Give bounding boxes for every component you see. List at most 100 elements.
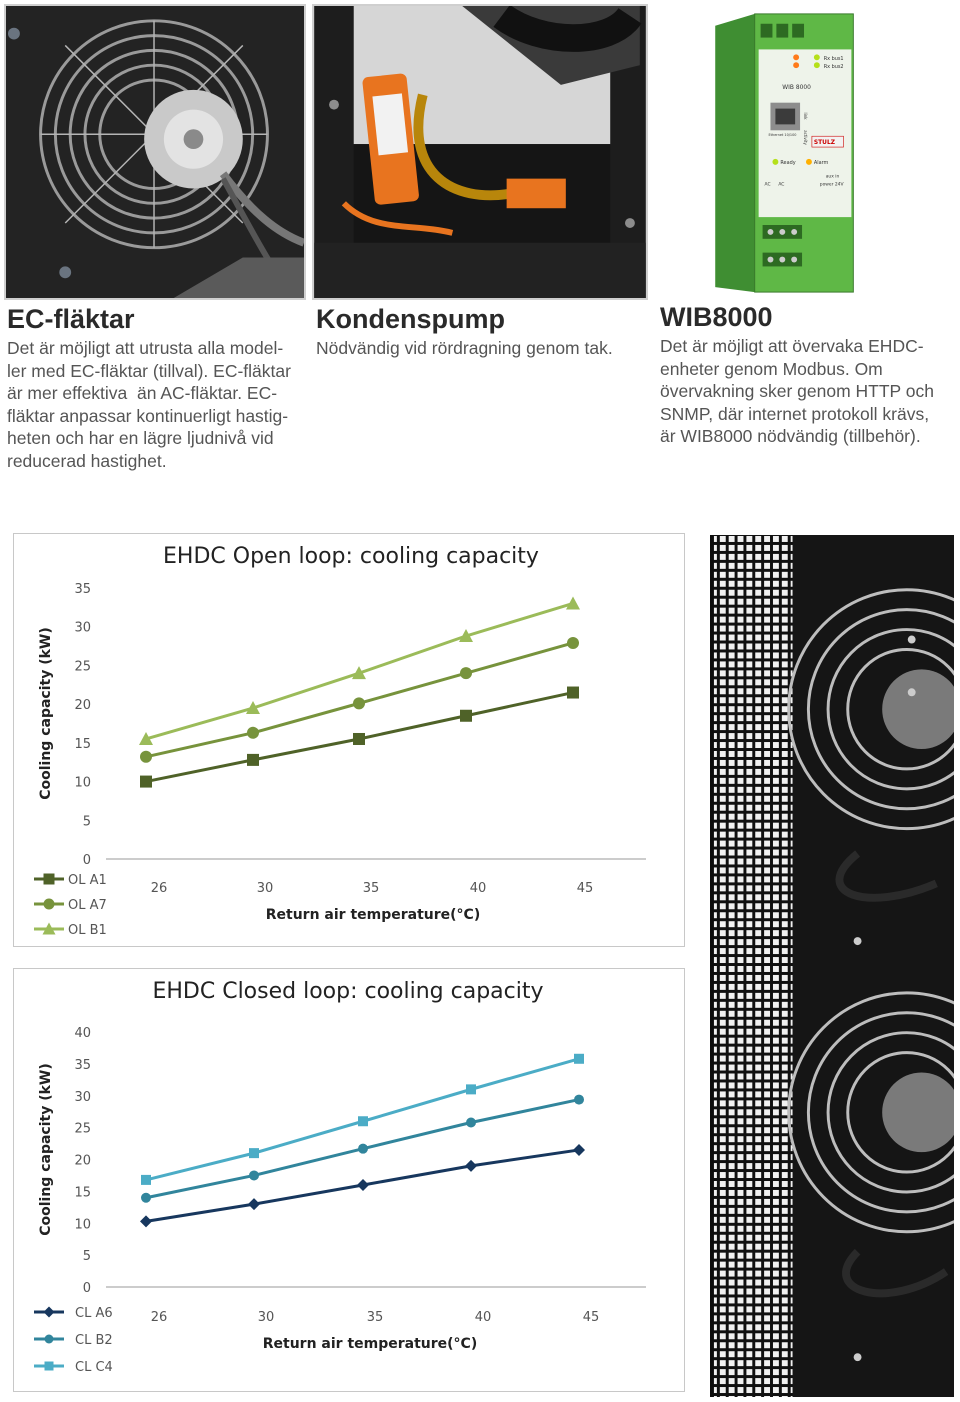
data-point bbox=[567, 636, 579, 649]
y-tick-label: 25 bbox=[74, 659, 91, 674]
data-point bbox=[247, 753, 259, 766]
wib-title: WIB8000 bbox=[660, 302, 773, 332]
legend-label: CL C4 bbox=[75, 1360, 113, 1375]
legend-label: OL A1 bbox=[68, 873, 107, 888]
ec-fan-image bbox=[6, 6, 304, 298]
data-point bbox=[140, 775, 152, 788]
device-model-label: WIB 8000 bbox=[782, 85, 811, 91]
data-point bbox=[566, 596, 580, 610]
wib-line-3: övervakning sker genom HTTP och bbox=[660, 381, 934, 401]
fan-grille-image bbox=[710, 535, 954, 1397]
data-point bbox=[140, 750, 152, 763]
data-point bbox=[466, 1084, 476, 1095]
x-tick-label: 40 bbox=[470, 881, 487, 896]
ec-line-5: heten och har en lägre ljudnivå vid bbox=[7, 428, 274, 448]
x-tick-label: 35 bbox=[367, 1310, 384, 1325]
ec-fans-section: EC-fläktar Det är möjligt att utrusta al… bbox=[7, 303, 307, 472]
x-tick-label: 30 bbox=[258, 1310, 275, 1325]
data-point bbox=[357, 1179, 369, 1191]
chart-title: EHDC Closed loop: cooling capacity bbox=[152, 979, 543, 1004]
pump-line-1: Nödvändig vid rördragning genom tak. bbox=[316, 338, 613, 358]
chart-title: EHDC Open loop: cooling capacity bbox=[163, 544, 539, 569]
wib-line-2: enheter genom Modbus. Om bbox=[660, 358, 883, 379]
ec-fans-text: Det är möjligt att utrusta alla model- l… bbox=[7, 337, 307, 472]
data-point bbox=[358, 1143, 368, 1154]
pump-section: Kondenspump Nödvändig vid rördragning ge… bbox=[316, 303, 656, 360]
fan-grille-photo bbox=[708, 533, 956, 1399]
data-point bbox=[353, 697, 365, 710]
y-tick-label: 35 bbox=[74, 582, 91, 597]
x-tick-label: 40 bbox=[475, 1310, 492, 1325]
link-label: link bbox=[803, 113, 808, 121]
wib-line-5: är WIB8000 nödvändig (tillbehör). bbox=[660, 426, 921, 446]
ec-line-6: reducerad hastighet. bbox=[7, 450, 167, 471]
data-point bbox=[465, 1159, 477, 1172]
legend-label: CL B2 bbox=[75, 1333, 113, 1348]
ec-fan-photo bbox=[4, 4, 306, 300]
x-tick-label: 26 bbox=[151, 881, 168, 896]
data-point bbox=[573, 1143, 585, 1156]
y-tick-label: 15 bbox=[74, 737, 91, 752]
legend-marker bbox=[43, 873, 55, 885]
data-point bbox=[574, 1053, 584, 1064]
x-tick-label: 45 bbox=[583, 1310, 600, 1325]
x-tick-label: 30 bbox=[257, 881, 274, 896]
rx-bus1-label: Rx bus1 bbox=[824, 56, 844, 62]
wib8000-device-image: Rx bus1 Rx bus2 WIB 8000 link activity E… bbox=[656, 6, 954, 298]
data-point bbox=[140, 1215, 152, 1228]
legend-marker bbox=[42, 922, 56, 935]
wib-text: Det är möjligt att övervaka EHDC- enhete… bbox=[660, 335, 956, 448]
data-point bbox=[353, 732, 365, 745]
condensate-pump-photo bbox=[312, 4, 648, 300]
y-tick-label: 20 bbox=[74, 698, 91, 713]
open-loop-chart: EHDC Open loop: cooling capacity 0 5 10 15 20… bbox=[13, 533, 685, 947]
y-tick-label: 30 bbox=[74, 1090, 91, 1105]
wib8000-photo: Rx bus1 Rx bus2 WIB 8000 link activity E… bbox=[654, 4, 956, 300]
data-point bbox=[466, 1117, 476, 1128]
ethernet-label: Ethernet 10/100 bbox=[769, 133, 797, 137]
data-point bbox=[574, 1094, 584, 1105]
y-axis-label: Cooling capacity (kW) bbox=[38, 1063, 54, 1236]
legend-marker bbox=[44, 1334, 54, 1344]
y-tick-label: 35 bbox=[74, 1058, 91, 1073]
x-tick-label: 35 bbox=[363, 881, 380, 896]
x-axis-label: Return air temperature(°C) bbox=[263, 1336, 477, 1352]
data-point bbox=[247, 726, 259, 739]
y-tick-label: 5 bbox=[83, 1249, 91, 1264]
pump-image bbox=[314, 6, 646, 298]
y-axis-label: Cooling capacity (kW) bbox=[38, 627, 54, 800]
pump-title: Kondenspump bbox=[316, 304, 505, 334]
open-loop-chart-svg: EHDC Open loop: cooling capacity 0 5 10 15 20… bbox=[34, 544, 646, 938]
data-point bbox=[460, 667, 472, 680]
ec-line-4: fläktar anpassar kontinuerligt hastig- bbox=[7, 405, 289, 426]
closed-loop-chart: EHDC Closed loop: cooling capacity 0 5 10 15… bbox=[13, 968, 685, 1392]
rx-bus2-label: Rx bus2 bbox=[824, 64, 844, 70]
pump-text: Nödvändig vid rördragning genom tak. bbox=[316, 337, 656, 360]
data-point bbox=[567, 686, 579, 699]
legend-label: OL B1 bbox=[68, 923, 107, 938]
data-point bbox=[352, 666, 366, 680]
x-axis-label: Return air temperature(°C) bbox=[266, 907, 480, 923]
aux-label: aux in bbox=[826, 174, 840, 180]
y-tick-label: 25 bbox=[74, 1122, 91, 1137]
x-tick-label: 26 bbox=[151, 1310, 168, 1325]
y-tick-label: 15 bbox=[74, 1185, 91, 1200]
wib-line-1: Det är möjligt att övervaka EHDC- bbox=[660, 336, 924, 356]
legend-marker bbox=[43, 898, 55, 910]
legend-marker bbox=[44, 1361, 54, 1371]
data-point bbox=[358, 1116, 368, 1127]
legend-label: OL A7 bbox=[68, 898, 107, 913]
activity-label: activity bbox=[803, 130, 808, 145]
legend-label: CL A6 bbox=[75, 1306, 113, 1321]
y-tick-label: 20 bbox=[74, 1154, 91, 1169]
data-point bbox=[249, 1148, 259, 1159]
y-tick-label: 40 bbox=[74, 1026, 91, 1041]
brand-label: STULZ bbox=[814, 140, 836, 146]
y-tick-label: 0 bbox=[83, 1281, 91, 1296]
y-tick-label: 5 bbox=[83, 814, 91, 829]
power-label: power 24V bbox=[820, 182, 844, 188]
data-point bbox=[460, 709, 472, 722]
data-point bbox=[141, 1174, 151, 1185]
data-point bbox=[249, 1170, 259, 1181]
ec-line-2: ler med EC-fläktar (tillval). EC-fläktar bbox=[7, 360, 291, 381]
